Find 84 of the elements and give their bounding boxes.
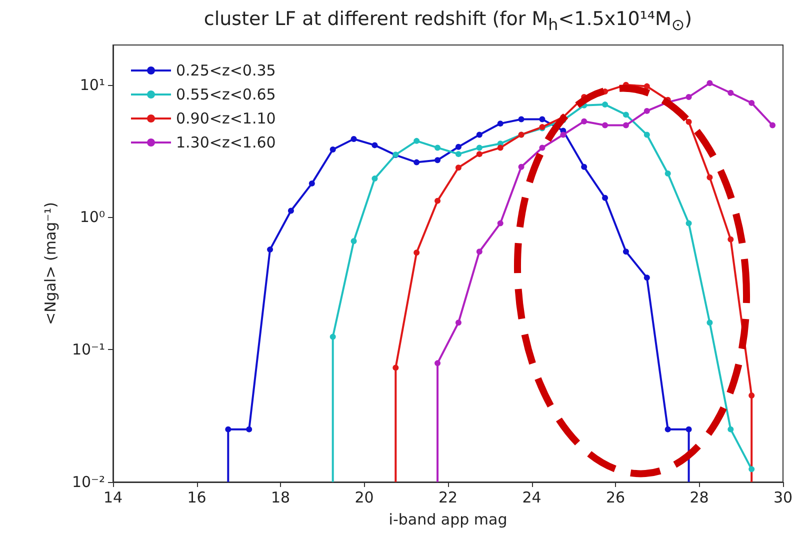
point: [581, 118, 588, 124]
y-tick-label: 10⁻²: [72, 473, 105, 491]
point: [497, 120, 504, 127]
point: [476, 248, 482, 255]
point: [686, 94, 692, 100]
line-series: [392, 82, 755, 483]
point: [434, 360, 441, 366]
point: [622, 248, 629, 255]
point: [728, 426, 734, 432]
point: [414, 159, 420, 166]
x-tick-label: 24: [522, 488, 542, 506]
point: [664, 426, 671, 432]
point: [728, 236, 734, 242]
point: [686, 220, 692, 226]
point: [622, 112, 629, 118]
point: [330, 146, 336, 152]
point: [476, 132, 482, 138]
point: [434, 144, 441, 151]
point: [455, 151, 462, 158]
point: [644, 108, 650, 114]
point: [539, 144, 546, 151]
point: [455, 164, 462, 171]
point: [539, 116, 546, 122]
point: [497, 144, 504, 151]
point: [434, 198, 441, 204]
point: [644, 274, 650, 281]
y-tick-label: 10⁰: [80, 208, 105, 226]
point: [706, 174, 713, 180]
point: [518, 116, 524, 122]
point: [602, 102, 608, 108]
point: [706, 80, 713, 86]
point: [434, 157, 441, 164]
point: [748, 100, 755, 106]
point: [686, 118, 692, 125]
point: [602, 122, 608, 128]
point: [748, 392, 755, 399]
point: [372, 176, 378, 182]
point: [372, 142, 378, 148]
point: [622, 122, 629, 128]
x-tick-label: 14: [103, 488, 123, 506]
point: [350, 136, 357, 142]
point: [414, 138, 420, 144]
x-tick-label: 16: [187, 488, 206, 506]
point: [414, 250, 420, 256]
y-tick-label: 10⁻¹: [72, 340, 105, 359]
x-tick-label: 28: [690, 488, 709, 506]
point: [246, 426, 252, 432]
point: [706, 320, 713, 326]
point: [330, 334, 336, 340]
x-tick-label: 22: [438, 488, 458, 506]
point: [644, 83, 650, 90]
point: [728, 90, 734, 96]
y-axis-title: <Ngal> (mag⁻¹): [42, 202, 60, 325]
point: [560, 132, 566, 138]
point: [518, 164, 524, 170]
point: [288, 208, 294, 214]
x-tick-label: 18: [270, 488, 290, 506]
x-tick-label: 20: [354, 488, 374, 506]
point: [664, 170, 671, 176]
y-tick-label: 10¹: [80, 76, 105, 94]
point: [748, 466, 755, 472]
point: [455, 320, 462, 326]
point: [770, 122, 776, 128]
point: [392, 364, 399, 371]
legend-label: 1.30<z<1.60: [176, 134, 276, 152]
point: [602, 194, 608, 201]
point: [267, 246, 274, 253]
chart-title: cluster LF at different redshift (for M$_{h}$<1.5x10¹⁴M$_{⊙}$): [202, 8, 694, 34]
point: [686, 426, 692, 432]
point: [308, 180, 315, 186]
legend-label: 0.55<z<0.65: [176, 86, 276, 104]
x-tick-label: 30: [773, 488, 793, 506]
point: [476, 151, 482, 158]
point: [350, 238, 357, 244]
legend-label: 0.25<z<0.35: [176, 62, 276, 80]
point: [581, 164, 588, 170]
x-axis-title: i-band app mag: [388, 510, 508, 528]
point: [225, 426, 232, 432]
point: [644, 132, 650, 138]
point: [455, 144, 462, 150]
point: [476, 144, 482, 151]
point: [497, 220, 504, 226]
x-tick-label: 26: [606, 488, 626, 506]
legend-label: 0.90<z<1.10: [176, 110, 276, 128]
